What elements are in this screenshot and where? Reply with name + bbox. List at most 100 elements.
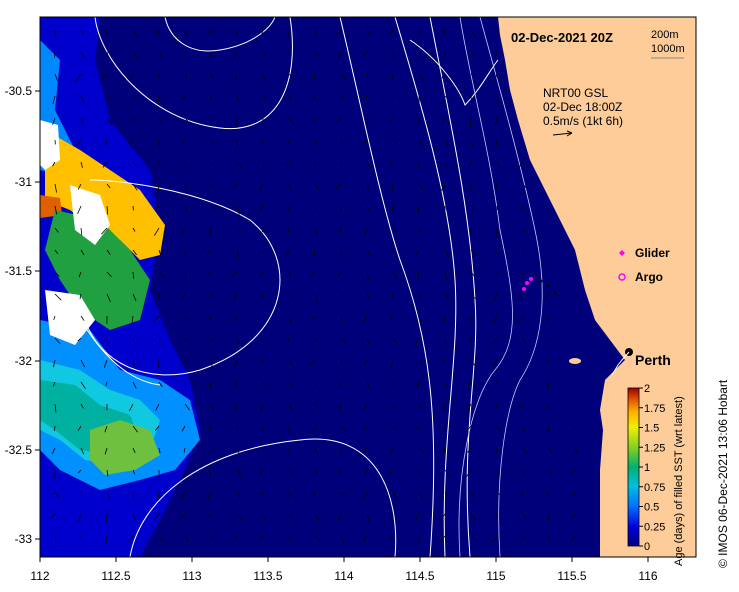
current-arrow <box>470 315 472 322</box>
current-arrow <box>106 491 111 500</box>
current-arrow <box>443 315 446 325</box>
current-arrow <box>132 293 137 302</box>
current-arrow <box>77 513 82 523</box>
current-arrow <box>548 337 553 342</box>
current-arrow <box>158 535 164 542</box>
current-arrow <box>259 271 264 277</box>
current-arrow <box>340 491 347 498</box>
current-arrow <box>80 249 85 256</box>
current-arrow <box>548 469 552 476</box>
current-arrow <box>184 381 187 391</box>
plot-frame <box>39 16 697 558</box>
current-arrow <box>54 73 59 82</box>
current-arrow <box>340 161 343 167</box>
current-arrow <box>78 469 82 474</box>
current-arrow <box>467 403 472 412</box>
current-arrow <box>310 271 316 279</box>
current-arrow <box>392 227 397 232</box>
current-arrow <box>288 491 290 501</box>
current-arrow <box>132 51 139 60</box>
current-arrow <box>105 535 108 545</box>
current-arrow <box>288 95 292 102</box>
current-arrow <box>236 95 240 103</box>
current-arrow <box>314 29 318 34</box>
current-arrow <box>470 139 474 149</box>
current-arrow <box>469 337 472 343</box>
current-arrow <box>288 315 292 325</box>
current-arrow <box>570 513 576 520</box>
current-arrow <box>54 535 57 541</box>
current-arrow <box>80 227 83 236</box>
current-arrow <box>314 183 320 191</box>
current-arrow <box>234 315 238 322</box>
current-arrow <box>103 359 108 369</box>
current-arrow <box>340 249 342 259</box>
current-arrow <box>444 469 451 478</box>
current-legend-line3: 0.5m/s (1kt 6h) <box>543 114 623 128</box>
current-arrow <box>362 139 368 146</box>
isobath-label-200: 200m <box>651 29 679 41</box>
current-arrow <box>132 29 139 37</box>
current-arrow <box>440 183 446 191</box>
map-plot-area <box>40 17 696 557</box>
current-arrow <box>132 117 137 122</box>
current-arrow <box>153 227 160 236</box>
current-arrow <box>391 293 394 299</box>
current-arrow <box>208 271 212 277</box>
current-arrow <box>392 271 398 280</box>
current-arrow <box>180 227 186 235</box>
current-arrow <box>210 403 215 413</box>
current-arrow <box>184 73 187 80</box>
y-tick-label: -31.5 <box>5 264 33 278</box>
current-arrow <box>132 381 137 389</box>
current-arrow <box>206 249 212 257</box>
y-axis: -30.5 -31 -31.5 -32 -32.5 -33 <box>5 84 40 546</box>
current-arrow <box>210 183 213 189</box>
current-arrow <box>260 403 264 413</box>
current-arrow <box>366 73 368 83</box>
x-tick-label: 113 <box>182 569 201 583</box>
current-arrow <box>52 381 56 387</box>
current-arrow <box>50 513 56 519</box>
current-arrow <box>180 139 186 147</box>
colorbar-tick-label: 2 <box>644 383 650 395</box>
current-arrow <box>470 249 476 256</box>
current-arrow <box>416 425 420 430</box>
current-arrow <box>80 29 85 35</box>
current-arrow <box>262 95 268 101</box>
current-arrow <box>547 381 550 390</box>
current-arrow <box>182 95 186 101</box>
current-arrow <box>492 337 498 344</box>
current-arrow <box>519 293 524 299</box>
current-arrow <box>340 359 343 365</box>
current-arrow <box>262 161 264 169</box>
current-arrow <box>340 315 343 322</box>
current-arrow <box>364 469 368 477</box>
current-arrow <box>314 337 319 342</box>
sst-age-patch-green2 <box>45 210 150 330</box>
current-arrow <box>76 139 82 146</box>
rottnest-island <box>569 358 581 364</box>
current-arrow <box>336 183 342 190</box>
y-tick-label: -32 <box>15 354 33 368</box>
current-arrow <box>468 161 472 169</box>
current-arrow <box>105 381 108 387</box>
current-arrow <box>184 403 190 411</box>
current-arrow <box>288 469 295 476</box>
current-arrow <box>314 293 319 303</box>
current-arrow <box>389 535 394 540</box>
current-arrow <box>236 491 241 499</box>
current-arrow <box>158 381 163 387</box>
no-data-patch-2 <box>70 185 110 245</box>
current-arrow <box>157 29 160 37</box>
current-arrow <box>339 469 342 475</box>
current-arrow <box>444 337 447 345</box>
current-arrow <box>522 381 524 387</box>
current-arrow <box>158 271 165 278</box>
current-arrow <box>106 271 112 277</box>
current-arrow <box>80 535 82 541</box>
current-arrow <box>262 337 265 343</box>
current-arrow <box>494 73 498 82</box>
current-arrow <box>54 227 59 233</box>
